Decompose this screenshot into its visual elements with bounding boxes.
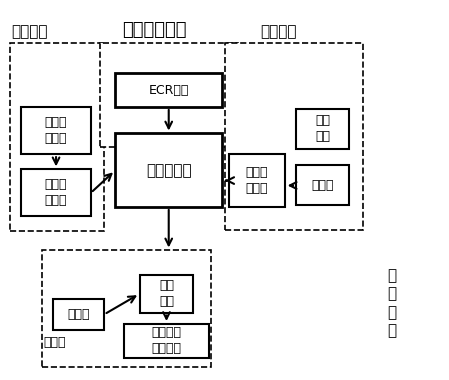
Bar	[100, 43, 238, 147]
Bar	[22, 169, 91, 216]
Text: 微波
电源: 微波 电源	[315, 114, 330, 143]
Bar	[229, 154, 285, 207]
Text: 等离子体室: 等离子体室	[146, 163, 192, 178]
Bar	[124, 324, 209, 358]
Text: 气体控
制系统: 气体控 制系统	[45, 178, 67, 207]
Text: 介质
材料: 介质 材料	[159, 279, 174, 308]
Bar	[296, 109, 349, 149]
Bar	[224, 43, 363, 230]
Text: ECR磁场: ECR磁场	[149, 84, 189, 97]
Bar	[115, 73, 222, 107]
Bar	[22, 107, 91, 154]
Bar	[115, 133, 222, 207]
Bar	[140, 275, 193, 313]
Bar	[10, 43, 104, 231]
Text: 真
空
系
统: 真 空 系 统	[387, 268, 396, 339]
Text: 微波传
输系统: 微波传 输系统	[246, 166, 268, 195]
Text: 电位计: 电位计	[67, 308, 90, 321]
Bar	[42, 250, 211, 367]
Text: 气体储
存系统: 气体储 存系统	[45, 116, 67, 145]
Bar	[53, 299, 104, 329]
Bar	[296, 165, 349, 205]
Text: 介质材料
放置平台: 介质材料 放置平台	[151, 326, 181, 355]
Text: 磁控管: 磁控管	[312, 179, 334, 192]
Text: 微波系统: 微波系统	[260, 24, 297, 39]
Text: 等离子体源体: 等离子体源体	[122, 21, 186, 39]
Text: 供气系统: 供气系统	[11, 24, 48, 39]
Text: 真空室: 真空室	[44, 336, 66, 349]
